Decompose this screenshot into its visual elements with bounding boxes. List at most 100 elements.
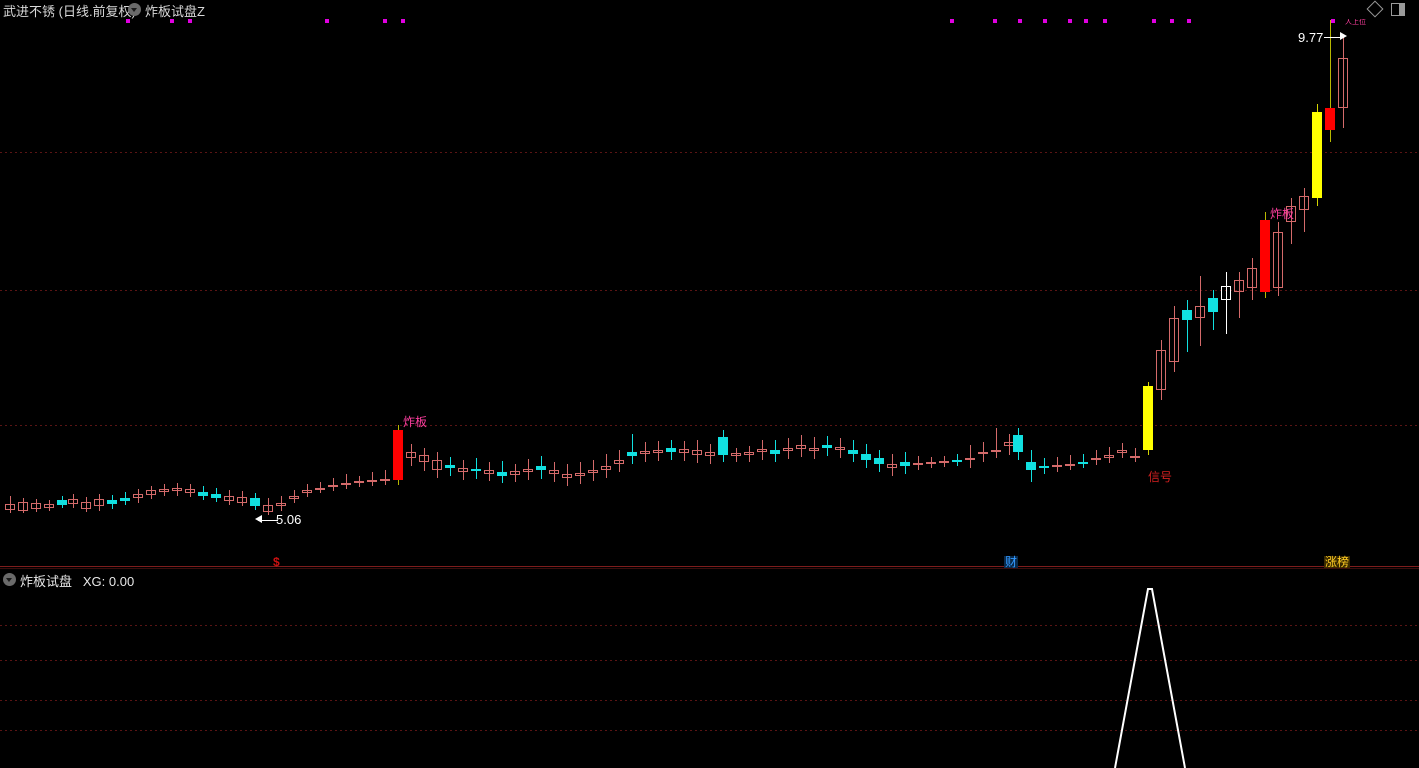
candle-body <box>107 500 117 504</box>
candle-wick <box>177 483 178 496</box>
candle-wick <box>151 486 152 499</box>
low-price-arrow-line <box>258 520 278 521</box>
candle-wick <box>658 441 659 461</box>
candle-wick <box>23 498 24 513</box>
indicator-title[interactable]: 炸板试盘Z <box>145 4 205 19</box>
candle-body <box>237 497 247 503</box>
candle-body <box>887 464 897 468</box>
indicator-chevron-down-circle-icon[interactable] <box>3 573 16 586</box>
candle-wick <box>762 440 763 460</box>
candle-body <box>1325 108 1335 130</box>
candle-wick <box>36 499 37 512</box>
candle-body <box>198 492 208 496</box>
candle-body <box>328 485 338 487</box>
candle-wick <box>49 500 50 511</box>
price-axis-line <box>0 566 1419 567</box>
annotation-signal: 信号 <box>1148 470 1173 484</box>
price-gridline <box>0 290 1419 291</box>
candle-body <box>627 452 637 456</box>
top-dot-marker <box>1152 19 1156 23</box>
candle-wick <box>996 428 997 458</box>
candle-body <box>133 494 143 498</box>
candle-body <box>705 452 715 456</box>
candle-body <box>1260 220 1270 292</box>
marker-zhangbang: 涨榜 <box>1324 555 1351 569</box>
candle-wick <box>229 490 230 505</box>
candle-wick <box>424 448 425 471</box>
candle-wick <box>840 438 841 458</box>
candle-wick <box>1187 300 1188 352</box>
top-dot-marker <box>1043 19 1047 23</box>
candle-wick <box>1343 38 1344 128</box>
candle-wick <box>697 440 698 463</box>
candle-wick <box>1057 457 1058 472</box>
candle-body <box>393 430 403 480</box>
price-chart-pane[interactable]: 炸板 炸板 信号 人上位 9.77 5.06 <box>0 19 1419 564</box>
top-dot-marker <box>1331 19 1335 23</box>
candle-wick <box>411 444 412 466</box>
candle-body <box>497 472 507 476</box>
candle-body <box>926 462 936 464</box>
candle-body <box>68 499 78 504</box>
candle-body <box>1039 466 1049 468</box>
candle-body <box>94 499 104 506</box>
candle-body <box>315 488 325 490</box>
indicator-gridline <box>0 660 1419 661</box>
candle-wick <box>801 435 802 457</box>
candle-body <box>484 470 494 474</box>
annotation-zhaban-1: 炸板 <box>403 415 428 429</box>
candle-body <box>640 451 650 454</box>
top-dot-marker <box>325 19 329 23</box>
candle-body <box>1273 232 1283 288</box>
candle-body <box>1286 206 1296 222</box>
candle-body <box>718 437 728 455</box>
candle-wick <box>1330 20 1331 142</box>
marker-cai: 财 <box>1004 555 1019 569</box>
indicator-gridline <box>0 730 1419 731</box>
candle-body <box>952 460 962 462</box>
candle-body <box>172 488 182 491</box>
candle-wick <box>1278 222 1279 296</box>
indicator-spike-line <box>1114 588 1186 768</box>
candle-body <box>1182 310 1192 320</box>
candle-wick <box>1226 272 1227 334</box>
indicator-chart-pane[interactable] <box>0 568 1419 768</box>
candle-body <box>81 502 91 509</box>
candle-wick <box>1161 340 1162 400</box>
candle-wick <box>437 452 438 478</box>
candle-body <box>965 458 975 460</box>
annotation-tiny-pink: 人上位 <box>1345 19 1366 26</box>
high-price-label: 9.77 <box>1298 30 1324 45</box>
candle-body <box>5 504 15 510</box>
candle-wick <box>138 489 139 503</box>
candle-wick <box>1070 455 1071 470</box>
candle-wick <box>190 484 191 497</box>
candle-body <box>822 445 832 448</box>
candle-wick <box>1174 306 1175 372</box>
candle-body <box>302 490 312 493</box>
panel-layout-icon[interactable] <box>1391 3 1405 16</box>
candle-body <box>354 481 364 483</box>
candle-wick <box>1135 448 1136 462</box>
candle-body <box>18 502 28 511</box>
candle-body <box>601 466 611 470</box>
candle-body <box>1156 350 1166 390</box>
candle-body <box>861 454 871 460</box>
indicator-header: 炸板试盘 XG: 0.00 <box>0 569 1419 589</box>
candle-body <box>1208 298 1218 312</box>
high-price-arrow-head <box>1340 32 1347 40</box>
candle-wick <box>385 470 386 485</box>
candle-body <box>614 460 624 464</box>
top-dot-marker <box>170 19 174 23</box>
diamond-icon[interactable] <box>1366 0 1384 18</box>
top-dot-marker <box>1018 19 1022 23</box>
chevron-down-circle-icon[interactable] <box>128 3 141 16</box>
candle-wick <box>619 450 620 472</box>
candle-body <box>783 448 793 451</box>
candle-body <box>445 465 455 468</box>
candle-wick <box>320 482 321 493</box>
indicator-gridline <box>0 625 1419 626</box>
candle-body <box>1338 58 1348 108</box>
candle-wick <box>476 458 477 479</box>
